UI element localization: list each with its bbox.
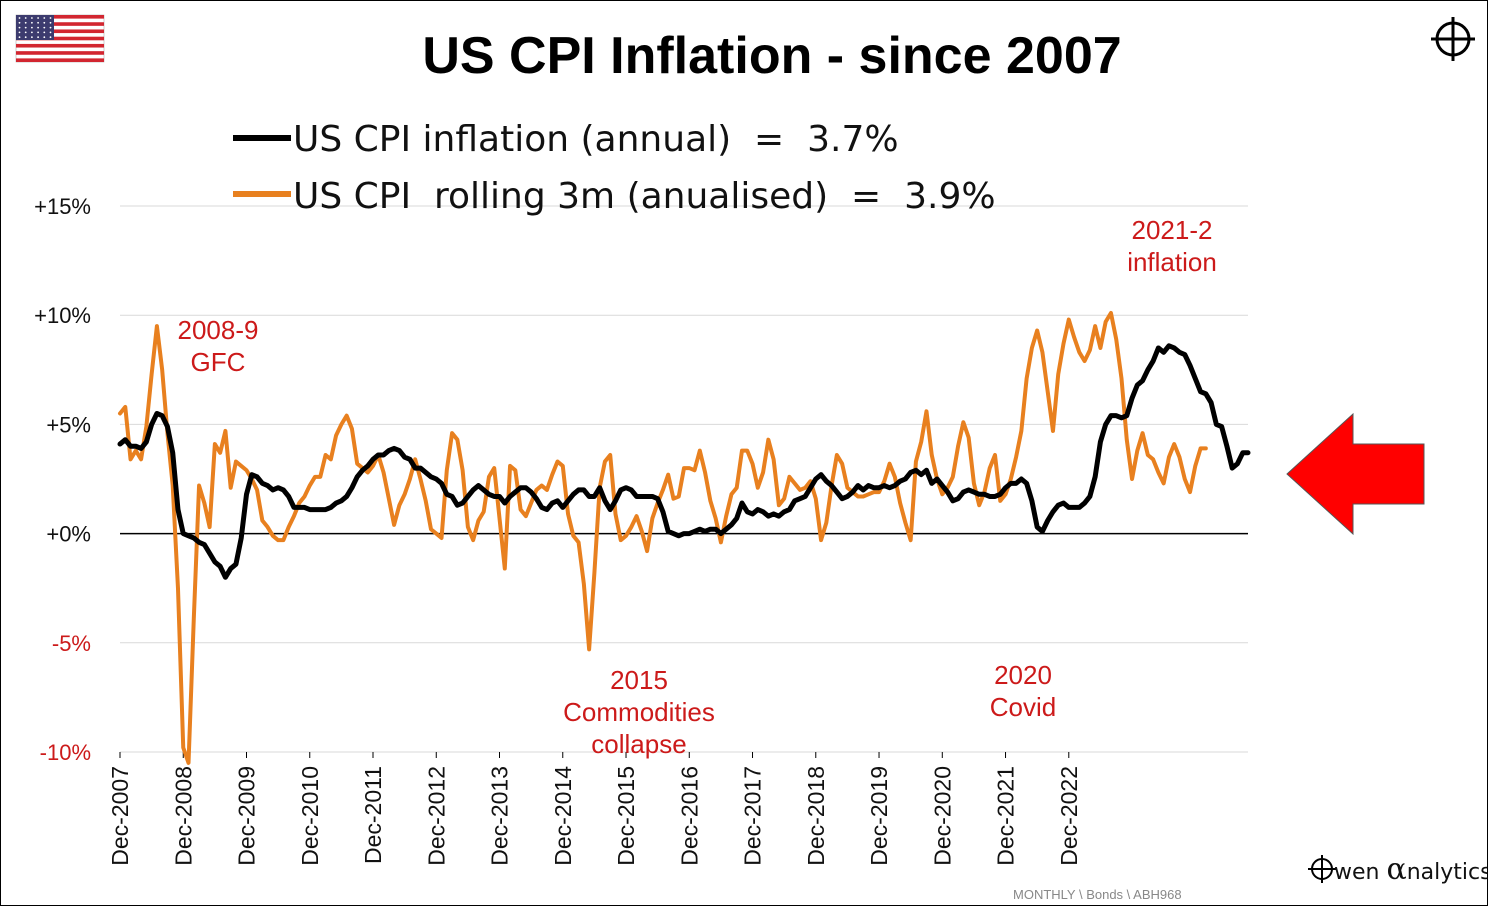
brand-logo: wen αnalytics — [1308, 852, 1487, 887]
x-tick-label: Dec-2021 — [993, 766, 1019, 866]
y-tick-label: -10% — [40, 740, 91, 765]
flag-star — [18, 26, 21, 29]
flag-star — [37, 21, 39, 24]
legend-label-annual: US CPI inflation (annual) = 3.7% — [293, 119, 899, 160]
series-line-rolling-3m — [118, 311, 1208, 765]
flag-star — [43, 31, 46, 34]
flag-star — [37, 36, 39, 39]
x-tick-label: Dec-2022 — [1056, 766, 1082, 866]
flag-star — [49, 17, 52, 19]
flag-star — [24, 21, 27, 24]
brand-crosshair-icon — [1308, 855, 1336, 883]
flag-star — [37, 26, 39, 29]
y-tick-label: +15% — [34, 194, 91, 219]
flag-star — [37, 31, 39, 34]
flag-star — [43, 36, 46, 39]
x-tick-label: Dec-2015 — [613, 766, 639, 866]
flag-star — [31, 17, 33, 19]
flag-star — [31, 31, 33, 34]
annotation-commodities: Commodities — [563, 697, 715, 727]
x-tick-label: Dec-2018 — [803, 766, 829, 866]
flag-star — [49, 26, 52, 29]
y-axis-ticks: +15% +10% +5% +0% -5% -10% — [34, 194, 91, 765]
flag-star — [31, 21, 33, 24]
annotation-covid: Covid — [990, 692, 1056, 722]
flag-star — [37, 17, 39, 19]
y-tick-label: +0% — [46, 522, 91, 547]
flag-stripe — [16, 22, 104, 26]
flag-stripe — [16, 29, 104, 34]
flag-star — [24, 26, 27, 29]
flag-star — [18, 17, 21, 19]
x-tick-label: Dec-2007 — [107, 766, 133, 866]
legend: US CPI inflation (annual) = 3.7% US CPI … — [233, 119, 996, 217]
flag-stripe — [16, 15, 104, 19]
flag-star — [18, 21, 21, 24]
flag-star — [24, 31, 27, 34]
brand-name: wen αnalytics — [1334, 852, 1487, 887]
crosshair-logo-icon — [1431, 17, 1475, 61]
flag-star — [18, 31, 21, 34]
x-tick-label: Dec-2012 — [423, 766, 449, 866]
annotation-inflation: 2021-2 — [1132, 215, 1213, 245]
legend-label-rolling: US CPI rolling 3m (anualised) = 3.9% — [293, 176, 996, 217]
x-tick-label: Dec-2019 — [866, 766, 892, 866]
y-tick-label: +10% — [34, 303, 91, 328]
annotation-commodities: collapse — [591, 729, 686, 759]
x-tick-label: Dec-2014 — [550, 766, 576, 866]
chart-title: US CPI Inflation - since 2007 — [422, 27, 1121, 85]
source-note: MONTHLY \ Bonds \ ABH968 — [1013, 887, 1182, 902]
annotation-commodities: 2015 — [610, 665, 668, 695]
flag-star — [43, 21, 46, 24]
flag-stripe — [16, 43, 104, 48]
annotation-gfc: GFC — [191, 347, 246, 377]
y-tick-label: +5% — [46, 412, 91, 437]
flag-star — [24, 17, 27, 19]
y-tick-label: -5% — [52, 631, 91, 656]
flag-stripe — [16, 58, 104, 62]
flag-star — [31, 36, 33, 39]
x-axis-ticks: Dec-2007 Dec-2008 Dec-2009 Dec-2010 Dec-2011… — [107, 752, 1082, 866]
x-tick-label: Dec-2016 — [676, 766, 702, 866]
x-tick-label: Dec-2009 — [234, 766, 260, 866]
flag-star — [49, 31, 52, 34]
flag-star — [49, 21, 52, 24]
x-tick-label: Dec-2013 — [487, 766, 513, 866]
series-line-annual — [117, 343, 1251, 580]
x-tick-label: Dec-2010 — [297, 766, 323, 866]
us-flag-icon — [15, 14, 105, 63]
annotation-covid: 2020 — [994, 660, 1052, 690]
x-tick-label: Dec-2008 — [170, 766, 196, 866]
flag-stripe — [16, 51, 104, 55]
red-arrow-icon — [1286, 412, 1425, 536]
x-tick-label: Dec-2020 — [929, 766, 955, 866]
x-tick-label: Dec-2011 — [360, 766, 386, 864]
annotation-gfc: 2008-9 — [178, 315, 259, 345]
flag-star — [49, 36, 52, 39]
x-tick-label: Dec-2017 — [740, 766, 766, 866]
annotation-inflation: inflation — [1127, 247, 1217, 277]
flag-star — [43, 17, 46, 19]
flag-star — [43, 26, 46, 29]
flag-star — [31, 26, 33, 29]
flag-stripe — [16, 36, 104, 41]
flag-star — [24, 36, 27, 39]
flag-star — [18, 36, 21, 39]
